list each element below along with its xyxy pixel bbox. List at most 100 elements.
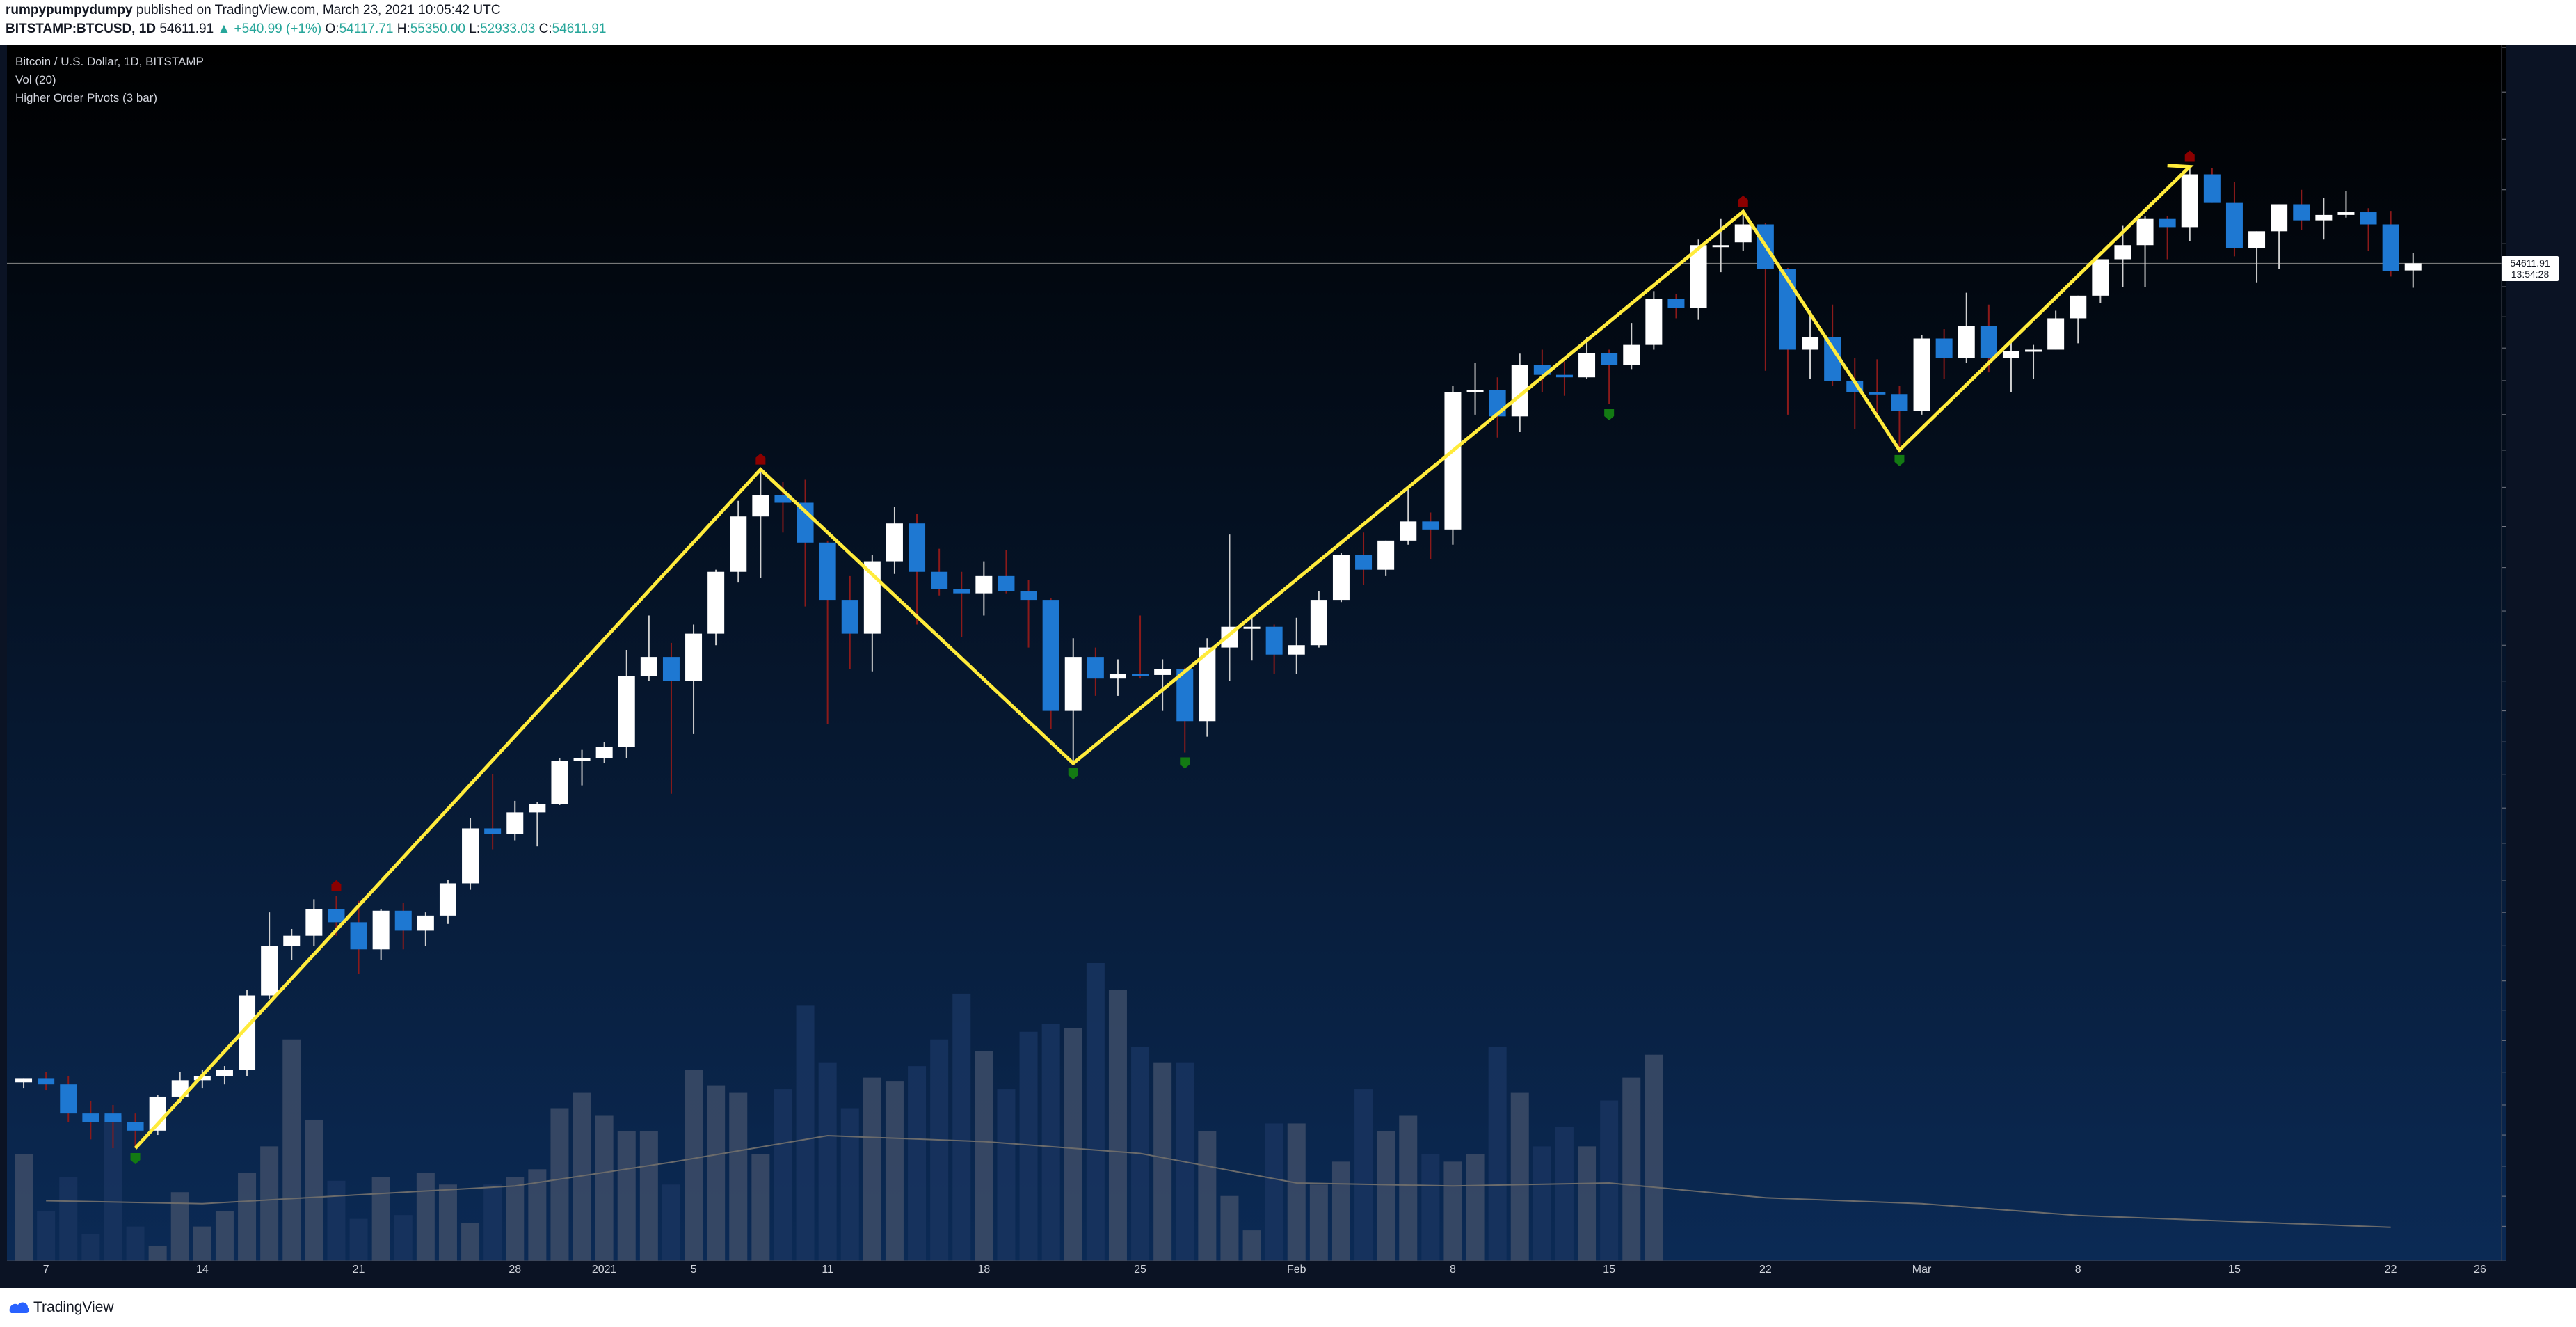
volume-bar [260,1146,279,1261]
pivot-low-marker [1604,408,1615,420]
price-axis[interactable]: 72000.0068000.0064000.0060000.0056000.00… [2502,45,2506,1232]
candle-body [2271,204,2288,232]
volume-bar [371,1177,390,1261]
candle-body [1132,674,1149,676]
tradingview-logo-icon[interactable] [7,1298,31,1316]
time-axis-label: 15 [2228,1264,2241,1276]
candle-body [15,1078,33,1083]
legend-indicator[interactable]: Higher Order Pivots (3 bar) [15,91,158,104]
candle-body [484,828,502,834]
price-chart[interactable]: 72000.0068000.0064000.0060000.0056000.00… [7,45,2506,1261]
volume-bar [1220,1195,1239,1261]
last-price-label: 54611.91 13:54:28 [2502,256,2559,281]
volume-bar [975,1051,993,1261]
volume-bar [327,1180,346,1261]
candle-body [685,633,703,681]
candle-body [2293,204,2310,221]
volume-bar [685,1070,703,1261]
zigzag-line [134,164,2194,1150]
chart-header: rumpypumpydumpy published on TradingView… [0,0,2576,45]
candle-body [707,571,725,634]
pivot-high-marker [755,453,766,465]
candle-body [1802,337,1819,350]
candle-body [127,1122,144,1131]
candle-body [1265,626,1283,655]
volume-bar [438,1184,457,1261]
candle-body [1913,338,1930,411]
candle-body [1466,390,1484,392]
candle-body [953,589,970,594]
candle-body [1109,674,1126,679]
volume-bar [416,1173,435,1261]
volume-bar [1354,1089,1373,1261]
candle-body [1555,374,1573,378]
candle-body [1623,344,1640,365]
last-price-value: 54611.91 [2510,257,2550,269]
pivot-low-marker [130,1153,141,1165]
candle-body [1712,245,1729,248]
last-price: 54611.91 [159,22,214,36]
candle-body [1578,353,1596,378]
volume-bar [997,1089,1016,1261]
volume-bar [483,1184,502,1261]
low-label: L: [469,22,481,36]
candle-body [1958,326,1975,358]
volume-bar [1198,1131,1217,1261]
candle-body [2203,174,2221,203]
candle-body [1444,392,1462,530]
candle-body [573,758,591,761]
candle-body [2025,349,2042,352]
candle-body [640,657,657,676]
candle-body [38,1078,55,1085]
candle-body [2159,218,2176,228]
candle-body [998,575,1015,591]
publisher-username[interactable]: rumpypumpydumpy [6,3,133,17]
candle-body [595,747,613,758]
candle-body [774,495,792,503]
time-axis-label: Feb [1286,1264,1306,1276]
published-text: published on TradingView.com, March 23, … [136,3,501,17]
candle-body [2382,224,2399,271]
candle-body [1288,645,1305,655]
volume-bar [885,1081,904,1261]
chart-area[interactable]: 72000.0068000.0064000.0060000.0056000.00… [7,45,2506,1261]
candle-body [462,828,479,884]
volume-bar [1287,1123,1306,1261]
legend-volume[interactable]: Vol (20) [15,73,56,86]
volume-bar [1064,1028,1082,1261]
chart-legend: Bitcoin / U.S. Dollar, 1D, BITSTAMP Vol … [15,53,204,107]
candle-body [1064,657,1082,711]
candle-body [2181,174,2198,228]
candles [15,166,2422,1149]
volume-bar [15,1154,33,1261]
candle-body [1690,245,1707,308]
time-axis-labels: 714212820215111825Feb81522Mar8152226Apr [7,1264,2506,1285]
high-value: 55350.00 [410,22,465,36]
time-axis-label: Mar [1912,1264,1932,1276]
volume-bar [193,1226,211,1261]
pivot-low-marker [1894,454,1905,466]
legend-title[interactable]: Bitcoin / U.S. Dollar, 1D, BITSTAMP [15,55,204,68]
volume-bar [1555,1127,1574,1261]
candle-body [841,600,858,634]
volume-bar [305,1119,323,1261]
time-axis-label: 15 [1603,1264,1616,1276]
candle-body [350,922,367,950]
volume-bar [1399,1115,1418,1261]
volume-bar [215,1211,234,1261]
footer-brand[interactable]: TradingView [33,1299,114,1315]
candle-body [2070,295,2087,319]
time-axis-label: 14 [195,1264,209,1276]
volume-bar [617,1131,636,1261]
candle-body [1400,521,1417,541]
pivot-markers [130,150,2195,1165]
volume-bar [461,1223,480,1261]
candle-body [797,502,814,543]
volume-bar [1600,1100,1619,1261]
time-axis-label: 5 [690,1264,697,1276]
candle-body [2337,212,2355,215]
candle-body [1243,626,1261,629]
candle-body [60,1084,77,1114]
time-axis-label: 22 [1759,1264,1772,1276]
footer-bar: TradingView [0,1288,2576,1327]
